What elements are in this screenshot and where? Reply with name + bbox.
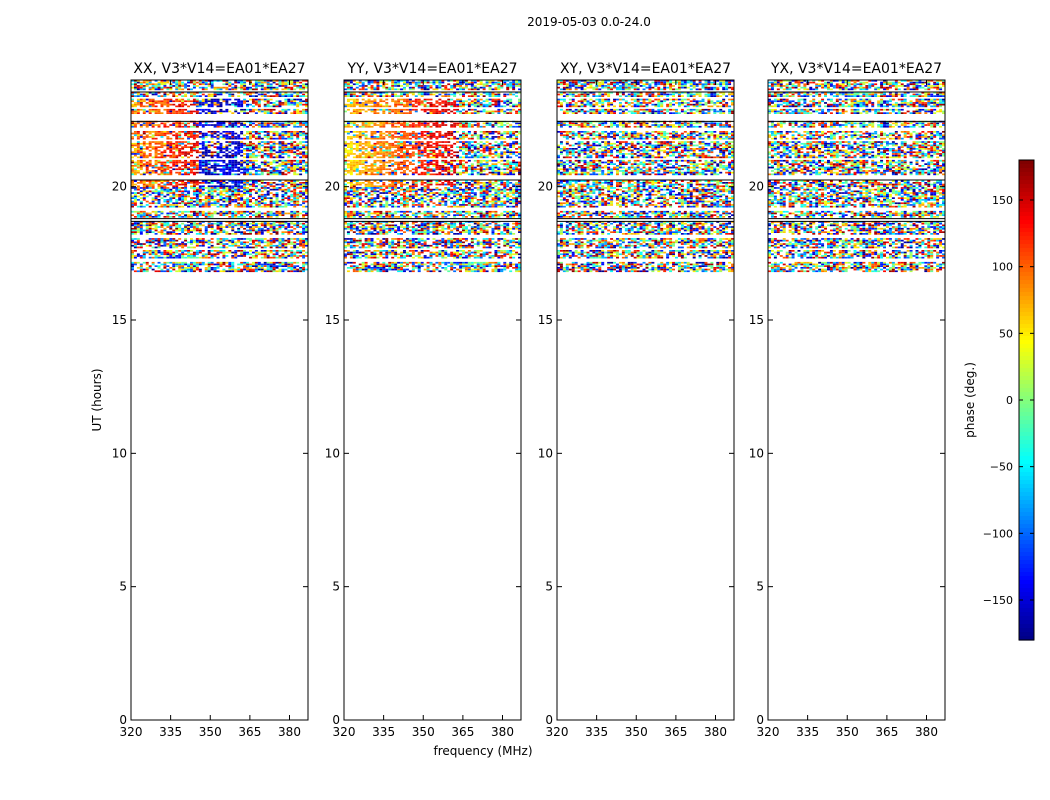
panel-4: YX, V3*V14=EA01*EA27 320 335 350 365 380 0 5 10 1… (749, 61, 946, 739)
x-tick-label: 320 (757, 725, 780, 739)
phase-heatmap (344, 80, 521, 273)
x-tick-label: 380 (915, 725, 938, 739)
y-tick-label: 5 (119, 580, 127, 594)
y-tick-label: 5 (332, 580, 340, 594)
y-tick-label: 20 (112, 180, 127, 194)
y-tick-label: 15 (749, 313, 764, 327)
y-tick-label: 15 (325, 313, 340, 327)
y-tick-label: 20 (538, 180, 553, 194)
colorbar-tick-label: 50 (999, 327, 1013, 340)
colorbar: −150 −100 −50 0 50 100 150 (983, 159, 1035, 641)
phase-heatmap (768, 80, 945, 273)
x-tick-label: 335 (585, 725, 608, 739)
y-tick-label: 20 (325, 180, 340, 194)
x-tick-label: 365 (875, 725, 898, 739)
y-tick-label: 0 (756, 713, 764, 727)
colorbar-tick-label: −150 (983, 594, 1013, 607)
y-tick-label: 10 (325, 446, 340, 460)
colorbar-gradient (1019, 160, 1034, 641)
y-tick-label: 10 (749, 446, 764, 460)
axes-frame (130, 79, 309, 721)
x-tick-label: 365 (238, 725, 261, 739)
colorbar-tick-label: 100 (992, 261, 1013, 274)
x-axis-label: frequency (MHz) (433, 744, 532, 758)
x-tick-label: 320 (120, 725, 143, 739)
x-tick-label: 350 (836, 725, 859, 739)
y-tick-label: 10 (538, 446, 553, 460)
x-tick-label: 380 (704, 725, 727, 739)
colorbar-tick-label: −50 (990, 461, 1013, 474)
y-tick-label: 15 (112, 313, 127, 327)
x-tick-label: 365 (664, 725, 687, 739)
x-tick-label: 335 (159, 725, 182, 739)
x-tick-label: 350 (625, 725, 648, 739)
panel-1: XX, V3*V14=EA01*EA27 320 335 350 365 380 0 5 10 1… (112, 61, 309, 739)
colorbar-tick-label: 150 (992, 194, 1013, 207)
y-tick-label: 5 (756, 580, 764, 594)
x-tick-label: 350 (412, 725, 435, 739)
axes-frame (556, 79, 735, 721)
axes-frame (767, 79, 946, 721)
x-tick-label: 335 (372, 725, 395, 739)
panel-title: XX, V3*V14=EA01*EA27 (133, 61, 305, 77)
phase-heatmap (131, 80, 308, 273)
phase-heatmap (557, 80, 734, 273)
colorbar-tick-label: 0 (1006, 394, 1013, 407)
x-tick-label: 380 (278, 725, 301, 739)
x-tick-label: 320 (546, 725, 569, 739)
panel-title: YY, V3*V14=EA01*EA27 (346, 61, 517, 77)
y-tick-label: 0 (332, 713, 340, 727)
axes-frame (343, 79, 522, 721)
panel-3: XY, V3*V14=EA01*EA27 320 335 350 365 380 0 5 10 1… (538, 61, 735, 739)
x-tick-label: 365 (451, 725, 474, 739)
panel-title: YX, V3*V14=EA01*EA27 (770, 61, 942, 77)
x-tick-label: 380 (491, 725, 514, 739)
y-tick-label: 10 (112, 446, 127, 460)
y-tick-label: 20 (749, 180, 764, 194)
x-tick-label: 320 (333, 725, 356, 739)
panel-2: YY, V3*V14=EA01*EA27 320 335 350 365 380 0 5 10 1… (325, 61, 522, 739)
panel-title: XY, V3*V14=EA01*EA27 (560, 61, 731, 77)
y-axis-label: UT (hours) (90, 368, 104, 431)
y-tick-label: 5 (545, 580, 553, 594)
x-tick-label: 350 (199, 725, 222, 739)
y-tick-label: 15 (538, 313, 553, 327)
y-tick-label: 0 (545, 713, 553, 727)
colorbar-tick-label: −100 (983, 527, 1013, 540)
colorbar-label: phase (deg.) (963, 362, 977, 438)
x-tick-label: 335 (796, 725, 819, 739)
panels: XX, V3*V14=EA01*EA27 320 335 350 365 380 0 5 10 1… (112, 61, 946, 739)
figure-suptitle: 2019-05-03 0.0-24.0 (527, 15, 651, 29)
y-tick-label: 0 (119, 713, 127, 727)
